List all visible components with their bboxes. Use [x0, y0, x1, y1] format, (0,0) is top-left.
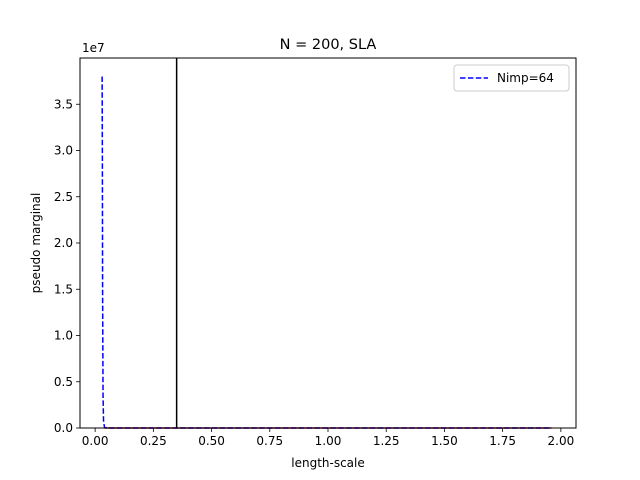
- y-tick-label: 2.5: [54, 190, 73, 204]
- chart-title: N = 200, SLA: [280, 37, 377, 53]
- plot-area-background: [80, 58, 576, 428]
- x-tick-label: 0.50: [198, 434, 225, 448]
- x-tick-label: 0.25: [140, 434, 167, 448]
- x-ticks: 0.00 0.25 0.50 0.75 1.00 1.25 1.50 1.75 2.00: [82, 428, 574, 448]
- y-tick-label: 0.5: [54, 375, 73, 389]
- y-offset-label: 1e7: [82, 41, 105, 55]
- y-tick-label: 3.0: [54, 144, 73, 158]
- x-axis-label: length-scale: [291, 456, 365, 470]
- x-tick-label: 1.50: [431, 434, 458, 448]
- y-axis-label: pseudo marginal: [29, 193, 43, 294]
- x-tick-label: 1.00: [315, 434, 342, 448]
- legend-label: Nimp=64: [497, 71, 554, 85]
- y-tick-label: 2.0: [54, 236, 73, 250]
- legend: Nimp=64: [453, 64, 570, 92]
- y-tick-label: 0.0: [54, 421, 73, 435]
- y-tick-label: 1.5: [54, 282, 73, 296]
- x-tick-label: 0.00: [82, 434, 109, 448]
- x-tick-label: 1.75: [489, 434, 516, 448]
- x-tick-label: 0.75: [256, 434, 283, 448]
- x-tick-label: 1.25: [373, 434, 400, 448]
- y-ticks: 0.0 0.5 1.0 1.5 2.0 2.5 3.0 3.5: [54, 97, 80, 435]
- legend-box: [453, 64, 570, 92]
- x-tick-label: 2.00: [548, 434, 575, 448]
- plot-frame: [79, 57, 577, 429]
- y-tick-label: 1.0: [54, 329, 73, 343]
- y-tick-label: 3.5: [54, 97, 73, 111]
